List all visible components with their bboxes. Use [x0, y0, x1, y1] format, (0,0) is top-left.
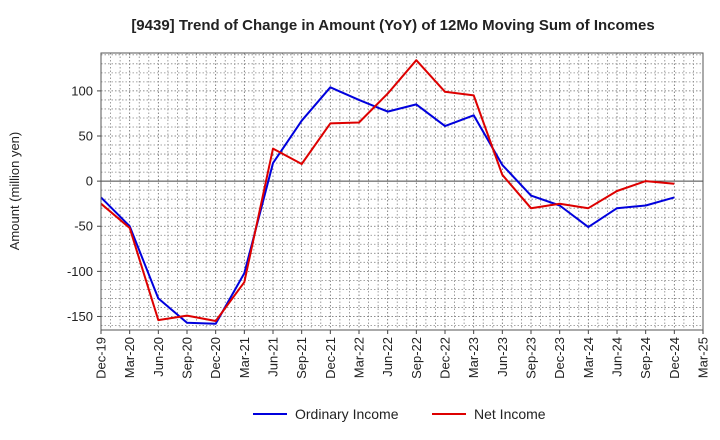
- grid-lines: [101, 53, 703, 330]
- x-tick-label: Mar-20: [122, 337, 137, 378]
- series-line-ordinary-income: [100, 86, 675, 325]
- y-tick-label: -50: [74, 219, 93, 234]
- x-tick-label: Dec-23: [552, 337, 567, 379]
- x-tick-label: Sep-24: [638, 337, 653, 379]
- x-tick-label: Dec-20: [208, 337, 223, 379]
- x-tick-label: Mar-22: [352, 337, 367, 378]
- x-tick-label: Sep-20: [180, 337, 195, 379]
- y-axis-label: Amount (million yen): [7, 132, 22, 251]
- x-tick-label: Dec-19: [94, 337, 109, 379]
- x-tick-label: Sep-23: [524, 337, 539, 379]
- x-axis-ticks: Dec-19 Mar-20 Jun-20 Sep-20 Dec-20 Mar-21 Jun-…: [94, 330, 711, 379]
- series-line-net-income: [100, 59, 675, 322]
- y-tick-label: 100: [71, 83, 93, 98]
- y-tick-label: -150: [67, 309, 93, 324]
- x-tick-label: Dec-22: [438, 337, 453, 379]
- x-tick-label: Mar-25: [696, 337, 711, 378]
- y-tick-label: 50: [79, 129, 93, 144]
- x-tick-label: Sep-21: [294, 337, 309, 379]
- series-lines: [100, 59, 675, 325]
- plot-frame: [100, 52, 704, 331]
- y-tick-label: -100: [67, 264, 93, 279]
- legend: Ordinary Income Net Income: [253, 406, 546, 422]
- chart-title: [9439] Trend of Change in Amount (YoY) o…: [131, 17, 654, 34]
- legend-label: Net Income: [474, 406, 546, 422]
- x-tick-label: Mar-21: [237, 337, 252, 378]
- x-tick-label: Jun-20: [151, 337, 166, 377]
- x-tick-label: Dec-21: [323, 337, 338, 379]
- x-tick-label: Jun-22: [380, 337, 395, 377]
- y-axis-ticks: 100 50 0 -50 -100 -150: [67, 83, 101, 324]
- x-tick-label: Jun-21: [266, 337, 281, 377]
- x-tick-label: Sep-22: [409, 337, 424, 379]
- x-tick-label: Mar-24: [581, 337, 596, 378]
- x-tick-label: Jun-24: [610, 337, 625, 377]
- legend-label: Ordinary Income: [295, 406, 399, 422]
- y-tick-label: 0: [86, 174, 93, 189]
- x-tick-label: Jun-23: [495, 337, 510, 377]
- x-tick-label: Mar-23: [466, 337, 481, 378]
- x-tick-label: Dec-24: [667, 337, 682, 379]
